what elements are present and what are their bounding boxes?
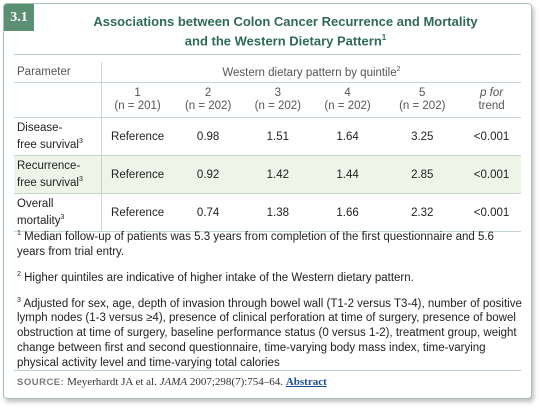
table-cell: Reference	[101, 193, 174, 232]
title-footnote-ref: 1	[381, 33, 387, 42]
data-table: Parameter Western dietary pattern by qui…	[14, 62, 521, 232]
table-cell: <0.001	[462, 193, 521, 232]
title-line-1: Associations between Colon Cancer Recurr…	[93, 14, 478, 29]
footnote-3: 3 Adjusted for sex, age, depth of invasi…	[17, 296, 522, 370]
table-row: Overall mortality3 Reference 0.74 1.38 1.…	[14, 193, 521, 232]
quintile-1-header: 1 (n = 201)	[101, 82, 174, 118]
table-card: 3.1 Associations between Colon Cancer Re…	[3, 3, 532, 399]
header-row-2: 1 (n = 201) 2 (n = 202) 3 (n = 202) 4 (n = 2…	[14, 82, 521, 118]
parameter-header: Parameter	[14, 62, 102, 83]
table-cell: 1.51	[242, 117, 313, 156]
table-row: Recurrence-free survival3 Reference 0.92…	[14, 155, 521, 194]
row-label: Disease-free survival3	[14, 117, 102, 156]
title-divider	[14, 54, 521, 55]
title-line-2: and the Western Dietary Pattern	[184, 33, 382, 49]
table-cell: 1.44	[312, 155, 383, 194]
source-citation: 2007;298(7):754–64.	[189, 376, 284, 388]
parameter-header-blank	[14, 82, 102, 118]
table-cell: <0.001	[462, 117, 521, 156]
table-cell: 3.25	[382, 117, 463, 156]
p-trend-header: p for trend	[462, 82, 521, 118]
footnotes: 1 Median follow-up of patients was 5.3 y…	[17, 226, 523, 378]
table-cell: 1.38	[242, 193, 313, 232]
source-label: SOURCE:	[17, 377, 65, 388]
source-authors: Meyerhardt JA et al.	[67, 376, 157, 388]
table-cell: 1.42	[242, 155, 313, 194]
table-cell: 2.32	[382, 193, 463, 232]
table-cell: 0.92	[173, 155, 243, 194]
quintile-5-header: 5 (n = 202)	[382, 82, 463, 118]
quintile-group-header: Western dietary pattern by quintile2	[101, 62, 521, 83]
footnote-1: 1 Median follow-up of patients was 5.3 y…	[17, 230, 494, 258]
table-cell: 1.66	[312, 193, 383, 232]
table-cell: <0.001	[462, 155, 521, 194]
abstract-link[interactable]: Abstract	[285, 376, 327, 388]
table-cell: Reference	[101, 155, 174, 194]
table-cell: 0.74	[173, 193, 243, 232]
quintile-2-header: 2 (n = 202)	[173, 82, 243, 118]
table-title: Associations between Colon Cancer Recurr…	[40, 14, 531, 49]
source-divider	[14, 370, 521, 371]
table-number-badge: 3.1	[4, 4, 34, 31]
source-line: SOURCE: Meyerhardt JA et al. JAMA 2007;2…	[17, 376, 327, 388]
table-cell: 2.85	[382, 155, 463, 194]
row-label: Overall mortality3	[14, 193, 102, 232]
row-label: Recurrence-free survival3	[14, 155, 102, 194]
source-journal: JAMA	[159, 376, 188, 388]
table-cell: Reference	[101, 117, 174, 156]
table-cell: 1.64	[312, 117, 383, 156]
table-row: Disease-free survival3 Reference 0.98 1.…	[14, 117, 521, 156]
header-row-1: Parameter Western dietary pattern by qui…	[14, 62, 521, 83]
table-cell: 0.98	[173, 117, 243, 156]
footnote-2: 2 Higher quintiles are indicative of hig…	[17, 270, 414, 284]
quintile-3-header: 3 (n = 202)	[242, 82, 313, 118]
quintile-4-header: 4 (n = 202)	[312, 82, 383, 118]
